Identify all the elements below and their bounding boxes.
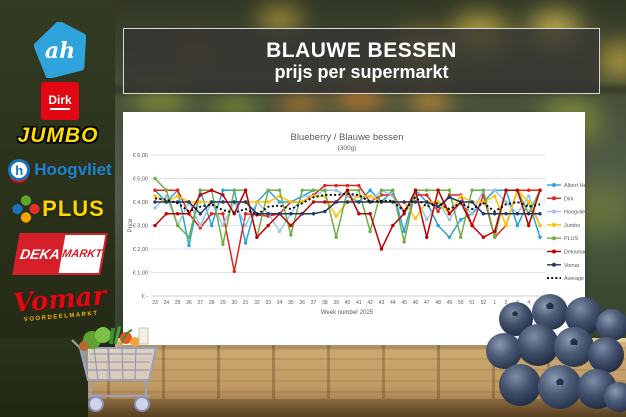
x-tick-label: 41 — [356, 300, 362, 306]
x-tick-label: 23 — [152, 300, 158, 306]
shopping-cart-illustration — [71, 326, 158, 412]
legend-item-vomar: Vomar — [547, 262, 580, 269]
svg-text:Vomar: Vomar — [564, 263, 580, 269]
hoogvliet-logo: h Hoogvliet — [8, 156, 112, 184]
dirk-logo: Dirk — [41, 82, 79, 120]
x-tick-label: 25 — [175, 300, 181, 306]
x-tick-label: 48 — [435, 300, 441, 306]
legend-item-plus: PLUS — [547, 236, 578, 242]
y-tick-label: € 1,00 — [133, 271, 148, 277]
x-tick-label: 44 — [390, 300, 396, 306]
x-tick-label: 33 — [265, 300, 271, 306]
dekamarkt-logo-text-markt: MARKT — [58, 235, 106, 273]
x-tick-label: 24 — [164, 300, 170, 306]
y-tick-label: € 4,00 — [133, 200, 148, 206]
x-axis-title: Week number 2025 — [321, 310, 374, 316]
x-tick-label: 43 — [379, 300, 385, 306]
x-tick-label: 27 — [198, 300, 204, 306]
page-subtitle: prijs per supermarkt — [274, 62, 449, 83]
x-tick-label: 26 — [186, 300, 192, 306]
series-line-plus — [154, 177, 541, 246]
x-tick-label: 32 — [254, 300, 260, 306]
dirk-logo-text: Dirk — [48, 92, 72, 107]
x-tick-label: 2 — [505, 300, 508, 306]
svg-text:Dekamarkt: Dekamarkt — [564, 250, 585, 256]
legend-item-average: Average — [547, 276, 584, 282]
svg-text:Jumbo: Jumbo — [564, 223, 580, 229]
x-tick-label: 47 — [424, 300, 430, 306]
x-tick-label: 38 — [322, 300, 328, 306]
x-tick-label: 50 — [458, 300, 464, 306]
x-tick-label: 45 — [401, 300, 407, 306]
svg-text:Average: Average — [564, 276, 584, 282]
x-tick-label: 31 — [243, 300, 249, 306]
legend-item-hoogvliet: Hoogvliet — [547, 209, 585, 216]
x-tick-label: 4 — [527, 300, 530, 306]
x-tick-label: 52 — [481, 300, 487, 306]
y-axis-title: Price — [128, 218, 134, 232]
jumbo-logo-text: JUMBO — [17, 124, 99, 147]
hoogvliet-circle-icon: h — [8, 159, 31, 181]
x-tick-label: 35 — [288, 300, 294, 306]
y-tick-label: € - — [142, 294, 149, 300]
x-tick-label: 30 — [231, 300, 237, 306]
dekamarkt-logo: DEKA MARKT — [12, 233, 108, 275]
x-tick-label: 46 — [413, 300, 419, 306]
hoogvliet-logo-text: Hoogvliet — [34, 160, 112, 179]
blueberries-image — [486, 294, 626, 412]
albert-heijn-logo: ah — [34, 22, 86, 78]
svg-text:Hoogvliet: Hoogvliet — [564, 210, 585, 216]
series-markers-dekamarkt — [153, 188, 542, 251]
albert-heijn-house-icon: ah — [34, 22, 86, 78]
plus-logo: PLUS — [10, 193, 105, 225]
y-tick-label: € 2,00 — [133, 247, 148, 253]
x-tick-label: 51 — [469, 300, 475, 306]
x-tick-label: 37 — [311, 300, 317, 306]
x-tick-label: 39 — [333, 300, 339, 306]
price-line-chart: Blueberry / Blauwe bessen (300g) € 6,00 € 5… — [128, 132, 585, 316]
y-tick-label: € 6,00 — [133, 153, 148, 159]
chart-subtitle: (300g) — [338, 145, 357, 152]
legend-item-dekamarkt: Dekamarkt — [547, 249, 585, 256]
legend-item-dirk: Dirk — [547, 196, 574, 202]
x-tick-label: 34 — [277, 300, 283, 306]
x-tick-label: 42 — [367, 300, 373, 306]
chart-title: Blueberry / Blauwe bessen — [290, 132, 403, 143]
x-tick-label: 36 — [299, 300, 305, 306]
x-tick-label: 29 — [220, 300, 226, 306]
x-tick-label: 28 — [209, 300, 215, 306]
y-tick-label: € 5,00 — [133, 177, 148, 183]
svg-text:ah: ah — [45, 38, 75, 64]
svg-text:Dirk: Dirk — [564, 196, 574, 202]
x-tick-label: 1 — [493, 300, 496, 306]
page-title: BLAUWE BESSEN — [266, 39, 457, 63]
x-tick-label: 40 — [345, 300, 351, 306]
y-tick-label: € 3,00 — [133, 224, 148, 230]
jumbo-logo: JUMBO — [8, 124, 108, 148]
svg-text:PLUS: PLUS — [564, 236, 578, 242]
svg-text:Albert Heijn: Albert Heijn — [564, 183, 585, 189]
title-banner: BLAUWE BESSEN prijs per supermarkt — [123, 28, 600, 94]
x-tick-label: 49 — [447, 300, 453, 306]
series-line-average — [154, 192, 541, 216]
legend-item-albert-heijn: Albert Heijn — [547, 183, 585, 189]
plus-logo-text: PLUS — [42, 196, 105, 221]
groceries-in-cart — [79, 326, 149, 351]
legend-item-jumbo: Jumbo — [547, 222, 580, 229]
dekamarkt-logo-text-deka: DEKA — [14, 235, 66, 273]
